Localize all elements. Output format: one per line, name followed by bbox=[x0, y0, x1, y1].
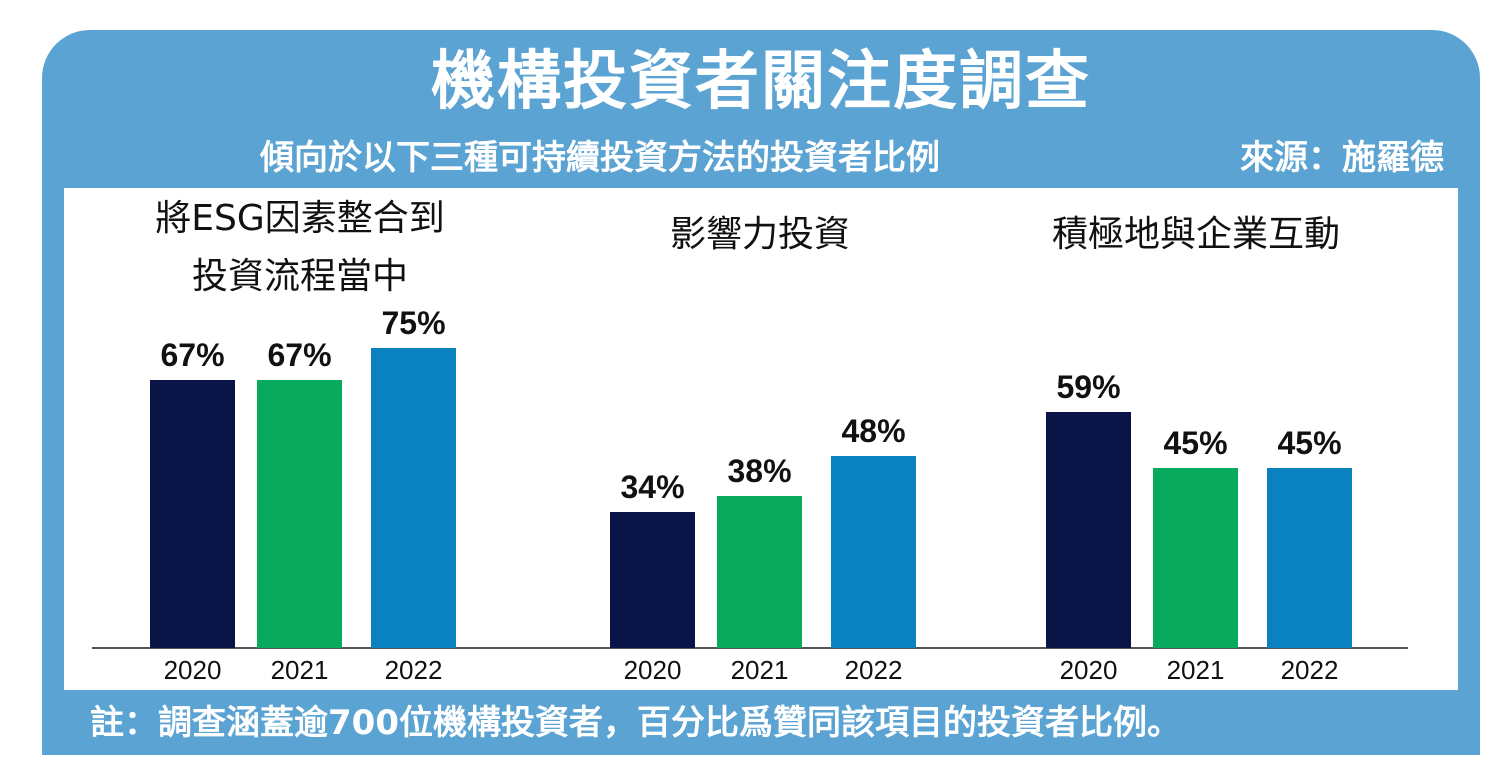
chart-title: 機構投資者關注度調查 bbox=[431, 45, 1091, 119]
bar-0-2021 bbox=[257, 380, 342, 648]
bar-1-2022 bbox=[831, 456, 916, 648]
tick-label-2-2021: 2021 bbox=[1167, 655, 1225, 685]
value-label-0-2021: 67% bbox=[267, 337, 331, 373]
bar-1-2020 bbox=[610, 512, 695, 648]
footer-band bbox=[42, 690, 1480, 755]
bar-2-2021 bbox=[1153, 468, 1238, 648]
panel-border-left bbox=[42, 188, 64, 690]
bar-1-2021 bbox=[717, 496, 802, 648]
tick-label-0-2022: 2022 bbox=[385, 655, 443, 685]
bar-0-2022 bbox=[371, 348, 456, 648]
value-label-2-2022: 45% bbox=[1277, 425, 1341, 461]
chart-subtitle: 傾向於以下三種可持續投資方法的投資者比例 bbox=[260, 138, 940, 178]
group-label-2-line-0: 積極地與企業互動 bbox=[1052, 214, 1340, 255]
source-label: 來源：施羅德 bbox=[1240, 138, 1444, 178]
tick-label-1-2022: 2022 bbox=[845, 655, 903, 685]
tick-label-0-2021: 2021 bbox=[271, 655, 329, 685]
bar-2-2020 bbox=[1046, 412, 1131, 648]
group-label-1-line-0: 影響力投資 bbox=[670, 214, 850, 255]
tick-label-0-2020: 2020 bbox=[164, 655, 222, 685]
value-label-1-2021: 38% bbox=[727, 453, 791, 489]
value-label-0-2022: 75% bbox=[381, 305, 445, 341]
bar-2-2022 bbox=[1267, 468, 1352, 648]
value-label-0-2020: 67% bbox=[160, 337, 224, 373]
value-label-1-2020: 34% bbox=[620, 469, 684, 505]
footer-note: 註：調查涵蓋逾700位機構投資者，百分比爲贊同該項目的投資者比例。 bbox=[90, 703, 1181, 743]
group-label-0-line-0: 將ESG因素整合到 bbox=[155, 198, 445, 239]
bar-0-2020 bbox=[150, 380, 235, 648]
panel-border-right bbox=[1458, 188, 1480, 690]
value-label-2-2021: 45% bbox=[1163, 425, 1227, 461]
value-label-1-2022: 48% bbox=[841, 413, 905, 449]
tick-label-2-2020: 2020 bbox=[1060, 655, 1118, 685]
tick-label-2-2022: 2022 bbox=[1281, 655, 1339, 685]
tick-label-1-2020: 2020 bbox=[624, 655, 682, 685]
value-label-2-2020: 59% bbox=[1056, 369, 1120, 405]
group-label-0-line-1: 投資流程當中 bbox=[192, 256, 408, 297]
tick-label-1-2021: 2021 bbox=[731, 655, 789, 685]
